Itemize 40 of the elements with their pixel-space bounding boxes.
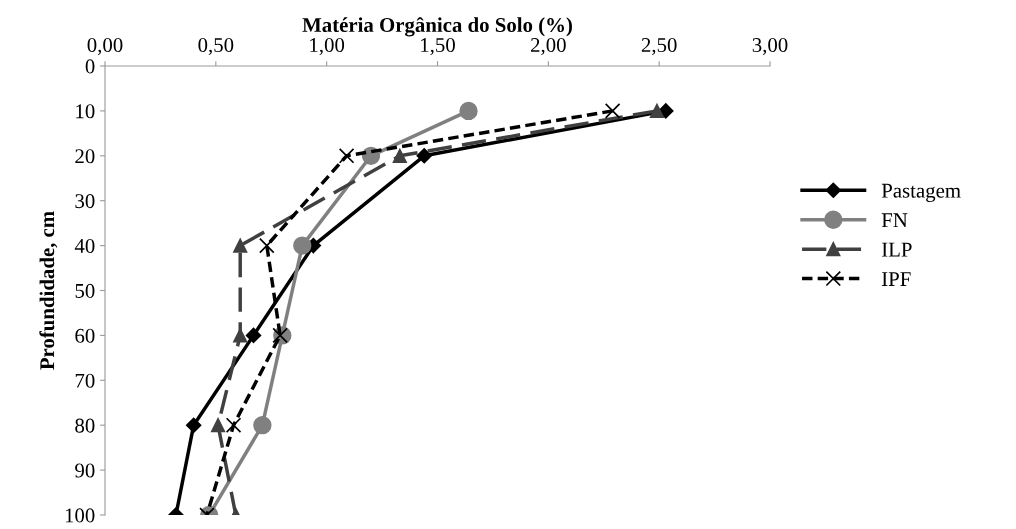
- legend-label: IPF: [881, 272, 911, 286]
- point: [272, 327, 288, 344]
- y-tick-label: 50: [75, 283, 95, 298]
- point: [210, 418, 226, 433]
- y-tick-label: 100: [65, 508, 95, 523]
- point: [649, 103, 665, 118]
- point: [225, 417, 242, 433]
- point: [233, 238, 248, 253]
- y-tick-label: 40: [74, 238, 95, 254]
- point: [392, 148, 407, 163]
- x-tick-label: 2,00: [531, 37, 566, 56]
- x-tick-label: 0,50: [198, 37, 234, 56]
- point: [259, 237, 275, 254]
- x-tick-label: 1,00: [310, 37, 345, 56]
- y-tick-label: 80: [75, 418, 95, 433]
- point: [245, 327, 262, 344]
- x-tick-label: 0,00: [87, 37, 123, 56]
- y-tick-label: 0: [85, 59, 95, 74]
- x-axis-title: Matéria Orgânica do Solo (%): [302, 17, 572, 37]
- y-tick-label: 70: [75, 373, 95, 388]
- y-tick-label: 60: [75, 328, 95, 343]
- point: [233, 328, 248, 343]
- point: [185, 417, 202, 433]
- x-tick-label: 1,50: [421, 37, 455, 56]
- y-tick-label: 20: [75, 149, 95, 164]
- y-tick-label: 90: [75, 463, 95, 478]
- legend-label: ILP: [881, 242, 912, 257]
- point: [293, 236, 312, 255]
- point: [604, 103, 621, 119]
- point: [416, 148, 432, 164]
- y-tick-label: 30: [75, 194, 95, 209]
- x-tick-label: 2,50: [641, 37, 677, 56]
- legend-label: FN: [881, 213, 908, 227]
- point: [253, 416, 272, 435]
- y-tick-label: 10: [76, 104, 95, 119]
- y-axis-title: Profundidade, cm: [39, 211, 58, 370]
- point: [338, 148, 355, 164]
- x-tick-label: 3,00: [752, 37, 788, 56]
- point: [459, 101, 478, 121]
- legend-label: Pastagem: [881, 183, 961, 202]
